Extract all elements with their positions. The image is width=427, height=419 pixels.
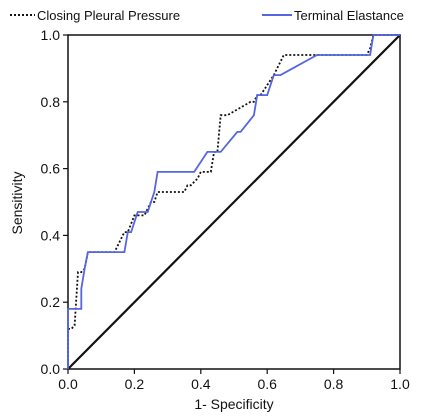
x-tick-label: 0.6 [257, 376, 277, 392]
x-tick-label: 0.4 [191, 376, 211, 392]
y-tick-label: 0.2 [41, 294, 61, 310]
x-tick-label: 0.8 [324, 376, 344, 392]
y-tick-label: 1.0 [41, 27, 61, 43]
legend: Closing Pleural Pressure Terminal Elasta… [10, 8, 404, 23]
y-axis-title: Sensitivity [9, 171, 25, 234]
roc-line-terminal-elastance [67, 34, 400, 369]
y-tick-label: 0.4 [41, 227, 61, 243]
x-tick-label: 0.0 [58, 376, 78, 392]
x-axis-title: 1- Specificity [194, 396, 273, 412]
plot-area: 0.0 0.2 0.4 0.6 0.8 1.0 0.0 0.2 0.4 0.6 0.8 1.0 [41, 27, 410, 392]
plot-frame [67, 34, 401, 370]
x-tick-label: 0.2 [125, 376, 145, 392]
y-tick-label: 0.6 [41, 161, 61, 177]
y-tick-label: 0.0 [41, 361, 61, 377]
x-tick-label: 1.0 [390, 376, 410, 392]
legend-label-closing-pleural-pressure: Closing Pleural Pressure [37, 8, 180, 23]
legend-label-terminal-elastance: Terminal Elastance [294, 8, 404, 23]
reference-diagonal-line [67, 34, 401, 370]
y-tick-label: 0.8 [41, 94, 61, 110]
